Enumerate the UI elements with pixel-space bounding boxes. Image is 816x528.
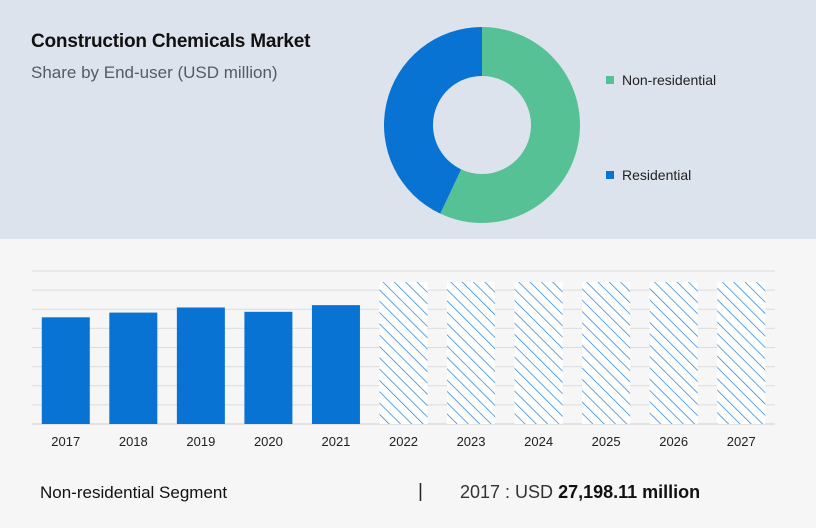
x-tick-label: 2024: [524, 434, 553, 449]
x-tick-label: 2018: [119, 434, 148, 449]
forecast-bar-2026: [649, 282, 698, 424]
footer-separator: |: [418, 481, 423, 502]
bar-2018: [109, 312, 158, 424]
forecast-bar-2023: [447, 282, 496, 424]
bar-chart: 2017 2018 2019 2020 2021 2022 2023 2024 2025 2026…: [32, 270, 775, 449]
x-tick-label: 2023: [457, 434, 486, 449]
segment-value-amount: 27,198.11 million: [558, 482, 701, 502]
chart-title: Construction Chemicals Market: [31, 31, 311, 52]
forecast-bar-2024: [514, 282, 563, 424]
x-tick-label: 2026: [659, 434, 688, 449]
bar-2017: [41, 317, 90, 424]
chart-subtitle: Share by End-user (USD million): [31, 63, 278, 82]
bar-2021: [311, 305, 360, 424]
x-tick-label: 2027: [727, 434, 756, 449]
x-tick-label: 2025: [592, 434, 621, 449]
x-tick-label: 2021: [321, 434, 350, 449]
legend-swatch-non-residential: [606, 76, 614, 84]
bar-2020: [244, 311, 293, 424]
donut-slice-residential: [384, 27, 482, 214]
x-tick-label: 2020: [254, 434, 283, 449]
segment-label: Non-residential Segment: [40, 483, 228, 502]
legend-label-non-residential: Non-residential: [622, 72, 717, 88]
legend-item-non-residential: Non-residential: [606, 72, 716, 88]
x-tick-label: 2017: [51, 434, 80, 449]
donut-slice-non-residential: [440, 27, 580, 223]
x-tick-label: 2022: [389, 434, 418, 449]
legend-swatch-residential: [606, 171, 614, 179]
donut-chart: [384, 27, 580, 223]
forecast-bar-2025: [582, 282, 631, 424]
bar-2019: [176, 307, 225, 424]
x-tick-label: 2019: [186, 434, 215, 449]
segment-value: 2017 : USD 27,198.11 million: [460, 482, 700, 503]
segment-value-year: 2017 : USD: [460, 482, 559, 502]
forecast-bar-2027: [717, 282, 766, 424]
legend-label-residential: Residential: [622, 167, 692, 183]
legend-item-residential: Residential: [606, 167, 691, 183]
forecast-bar-2022: [379, 282, 428, 424]
